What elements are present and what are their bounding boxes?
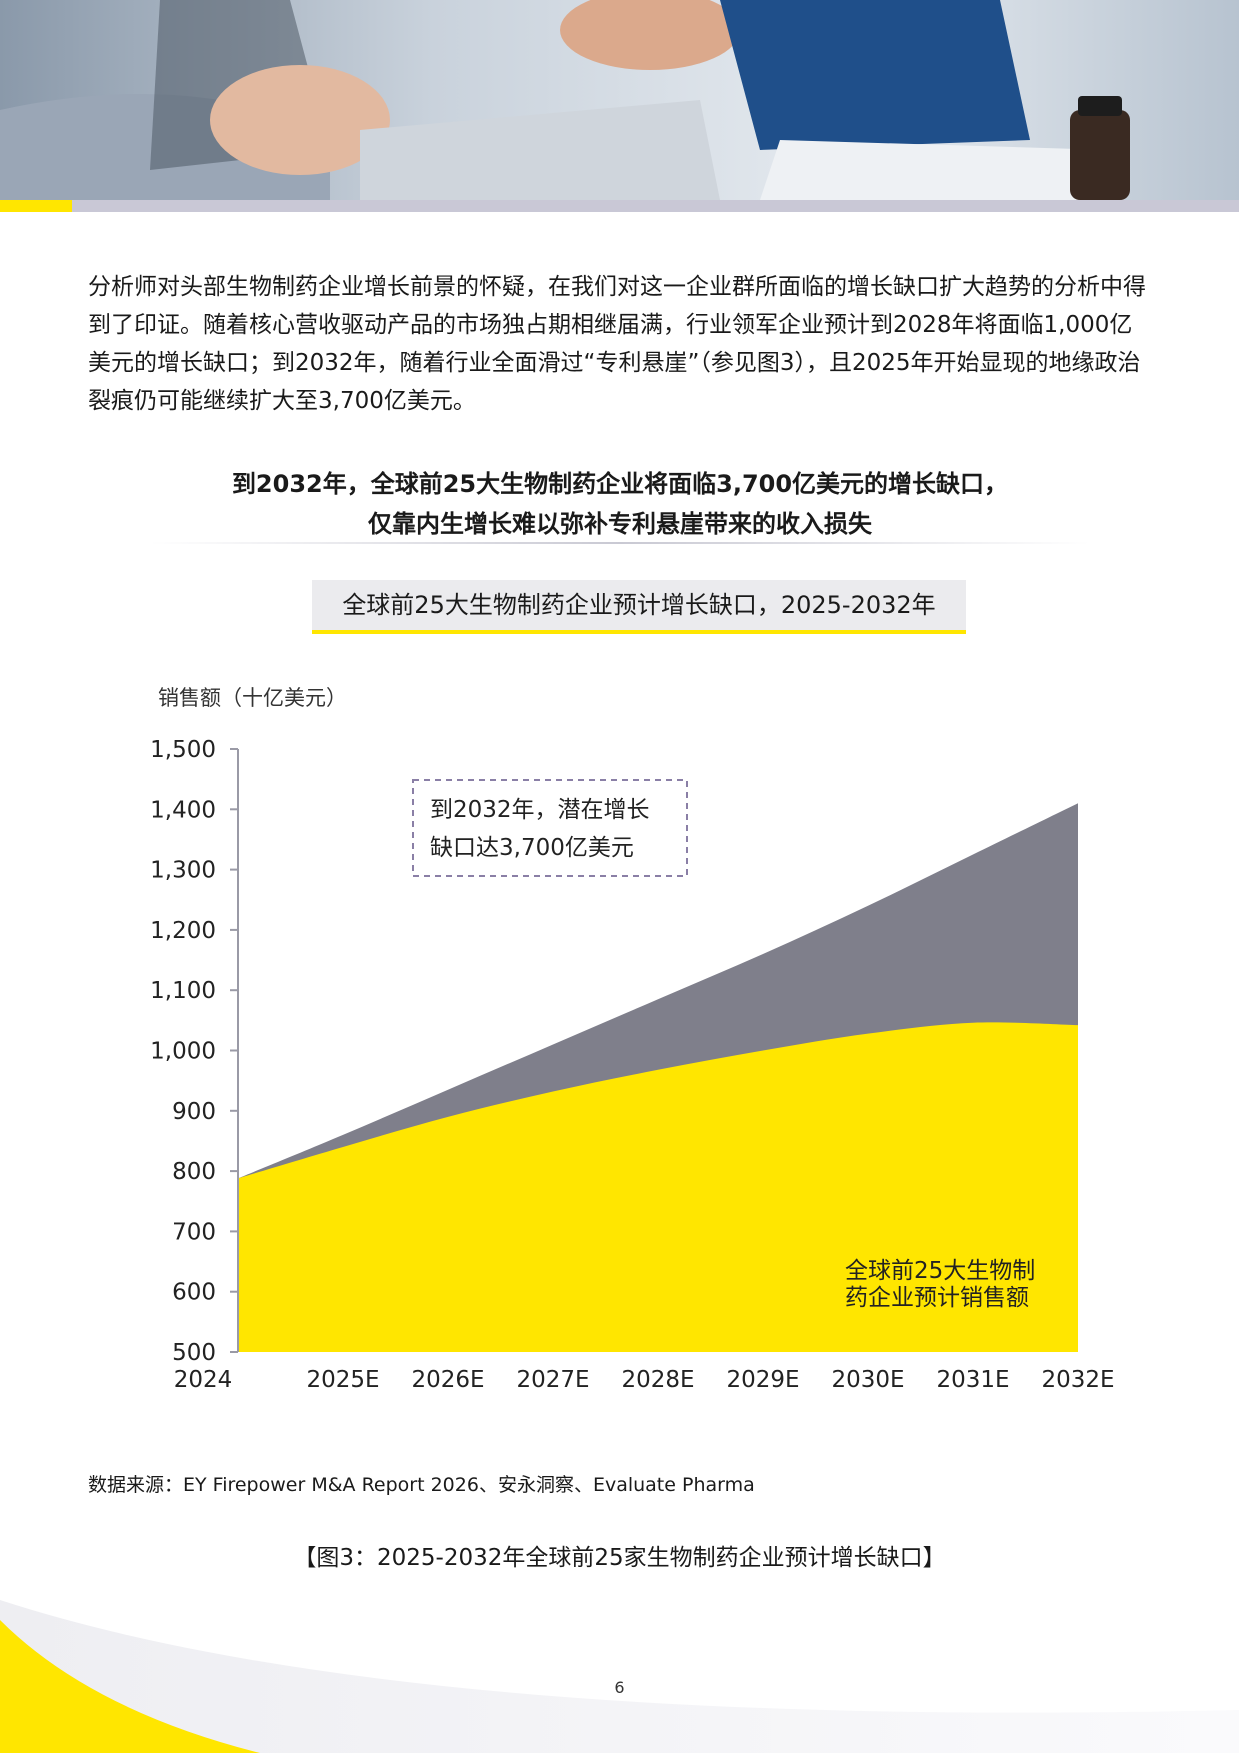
decorative-swoosh [0,1600,1239,1753]
y-axis-ticks: 500 600 700 800 900 1,000 1,100 1,200 1,300 1,400… [150,737,238,1366]
headline-line-2: 仅靠内生增长难以弥补专利悬崖带来的收入损失 [368,510,872,538]
intro-paragraph: 分析师对头部生物制药企业增长前景的怀疑，在我们对这一企业群所面临的增长缺口扩大趋… [88,274,1146,414]
y-tick-label: 900 [172,1099,216,1125]
source-note: 数据来源：EY Firepower M&A Report 2026、安永洞察、E… [88,1474,755,1496]
y-tick-label: 1,500 [150,737,216,763]
sales-series-label: 全球前25大生物制 药企业预计销售额 [845,1258,1035,1311]
headline-line-1: 到2032年，全球前25大生物制药企业将面临3,700亿美元的增长缺口， [231,470,1009,498]
x-tick-label: 2029E [726,1367,799,1393]
sales-label-line-1: 全球前25大生物制 [845,1258,1035,1284]
y-tick-label: 1,200 [150,918,216,944]
x-tick-label: 2030E [831,1367,904,1393]
chart-title: 全球前25大生物制药企业预计增长缺口，2025-2032年 [312,580,966,634]
y-tick-label: 1,100 [150,978,216,1004]
hero-accent-bar-gray [72,200,1239,212]
annotation-line-1: 到2032年，潜在增长 [430,797,650,823]
x-tick-label: 2032E [1041,1367,1114,1393]
growth-gap-area-chart: 销售额（十亿美元） 500 600 700 800 900 1,000 1,100 1,200… [150,686,1115,1393]
x-tick-label: 2028E [621,1367,694,1393]
sales-area [238,1022,1078,1352]
x-tick-label: 2026E [411,1367,484,1393]
x-axis-ticks: 2024 2025E 2026E 2027E 2028E 2029E 2030E 2031E 2… [174,1367,1115,1393]
x-tick-label: 2024 [174,1367,233,1393]
page-number: 6 [614,1678,625,1697]
gap-annotation: 到2032年，潜在增长 缺口达3,700亿美元 [412,779,688,877]
y-tick-label: 600 [172,1280,216,1306]
y-tick-label: 500 [172,1340,216,1366]
section-headline: 到2032年，全球前25大生物制药企业将面临3,700亿美元的增长缺口， 仅靠内… [100,464,1140,544]
annotation-line-2: 缺口达3,700亿美元 [430,835,634,861]
x-tick-label: 2031E [936,1367,1009,1393]
hero-accent-bar-yellow [0,200,72,212]
sales-label-line-2: 药企业预计销售额 [845,1285,1029,1311]
y-tick-label: 1,300 [150,858,216,884]
figure-caption: 【图3：2025-2032年全球前25家生物制药企业预计增长缺口】 [293,1545,946,1571]
y-tick-label: 1,400 [150,797,216,823]
y-tick-label: 800 [172,1159,216,1185]
headline-divider [150,542,1090,544]
y-tick-label: 1,000 [150,1039,216,1065]
y-tick-label: 700 [172,1219,216,1245]
x-tick-label: 2027E [516,1367,589,1393]
y-axis-label: 销售额（十亿美元） [158,686,347,710]
x-tick-label: 2025E [306,1367,379,1393]
hero-photo [0,0,1239,200]
